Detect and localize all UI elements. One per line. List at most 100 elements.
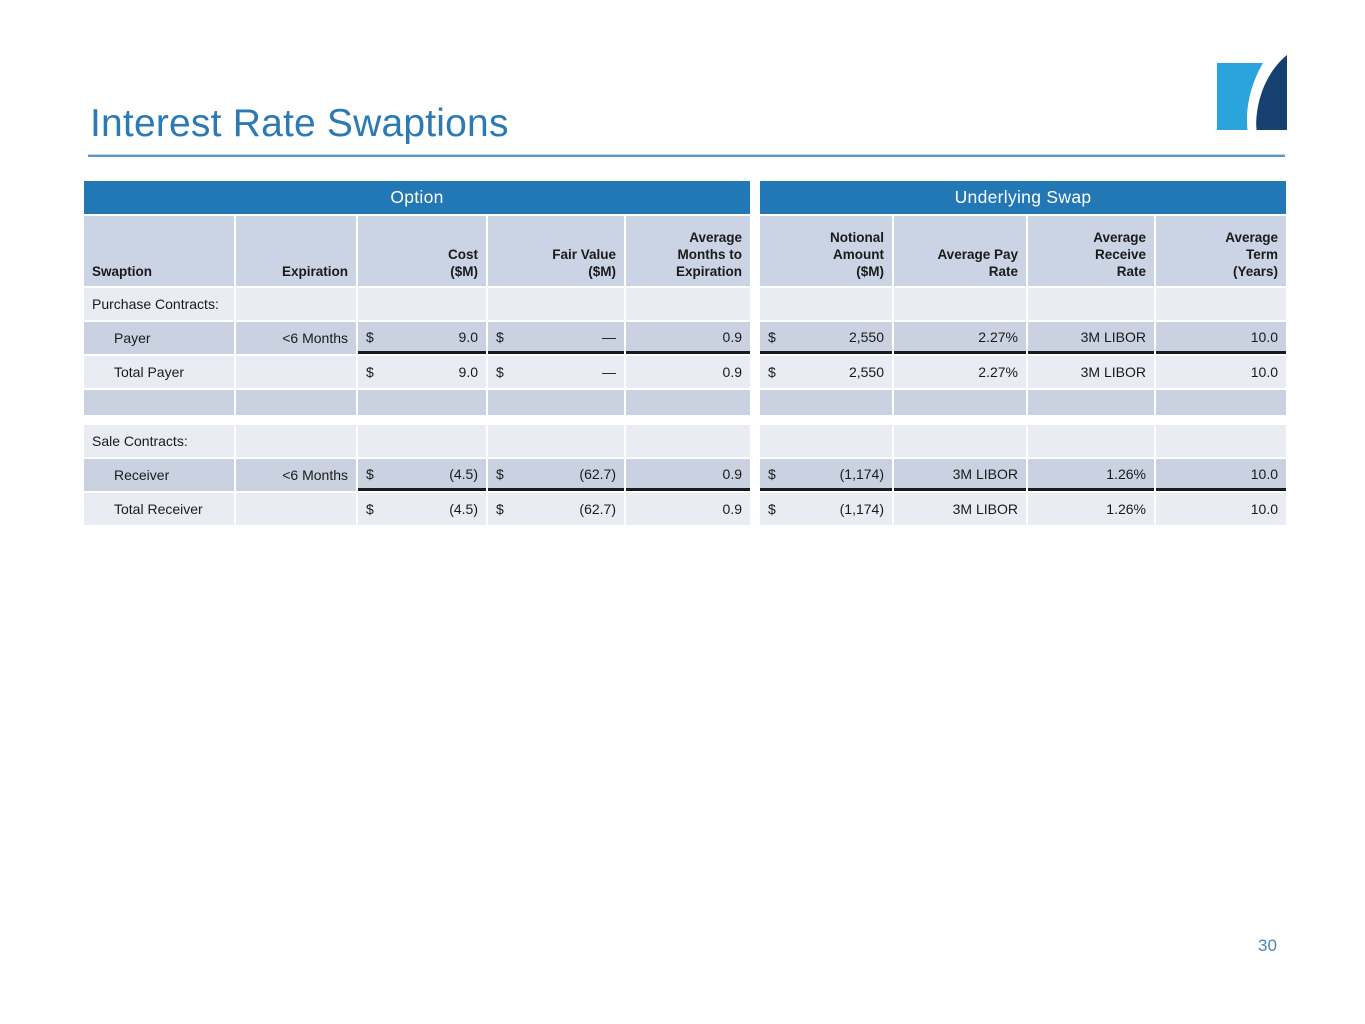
table-cell: <6 Months <box>236 459 356 491</box>
cell-value: — <box>602 364 616 380</box>
dollar-sign: $ <box>496 364 504 380</box>
table-cell: <6 Months <box>236 322 356 354</box>
table-cell <box>894 425 1026 457</box>
table-row: Sale Contracts: <box>84 425 1286 457</box>
dollar-sign: $ <box>366 501 374 517</box>
table-cell: $2,550 <box>760 322 892 354</box>
cell-value: — <box>602 328 616 345</box>
table-cell: Receiver <box>84 459 234 491</box>
table-cell: 3M LIBOR <box>894 493 1026 525</box>
column-header-notional-amount: Notional Amount ($M) <box>760 216 892 286</box>
table-cell <box>894 390 1026 415</box>
column-header-average-term: Average Term (Years) <box>1156 216 1286 286</box>
table-cell: $2,550 <box>760 356 892 388</box>
table-cell <box>236 288 356 320</box>
table-cell: 10.0 <box>1156 322 1286 354</box>
table-cell: Purchase Contracts: <box>84 288 234 320</box>
company-logo <box>1216 55 1288 131</box>
cell-value: (1,174) <box>839 465 884 482</box>
table-row: Total Receiver $ (4.5) $ (62.7) 0.9 $ (1,174) 3M… <box>84 493 1286 525</box>
table-cell <box>488 390 624 415</box>
table-cell <box>1156 425 1286 457</box>
table-cell <box>488 288 624 320</box>
cell-value: (1,174) <box>839 501 884 517</box>
table-body: Purchase Contracts: Payer <6 Months $9.0 $ —0… <box>84 288 1286 525</box>
table-cell <box>488 425 624 457</box>
page-title: Interest Rate Swaptions <box>90 102 509 146</box>
cell-value: (4.5) <box>449 465 478 482</box>
table-cell <box>1028 288 1154 320</box>
table-cell: 10.0 <box>1156 493 1286 525</box>
table-cell <box>1028 425 1154 457</box>
table-cell: $ — <box>488 322 624 354</box>
table-cell <box>358 288 486 320</box>
dollar-sign: $ <box>496 465 504 482</box>
cell-value: 2,550 <box>848 364 884 380</box>
table-cell <box>358 390 486 415</box>
table-cell: 2.27% <box>894 356 1026 388</box>
table-cell <box>84 390 234 415</box>
column-header-average-pay-rate: Average Pay Rate <box>894 216 1026 286</box>
dollar-sign: $ <box>496 328 504 345</box>
table-cell: $ (4.5) <box>358 459 486 491</box>
table-cell <box>760 390 892 415</box>
title-divider <box>88 154 1285 157</box>
page-number: 30 <box>1258 936 1277 955</box>
table-cell <box>236 493 356 525</box>
column-header-average-months: Average Months to Expiration <box>626 216 750 286</box>
table-cell <box>1156 288 1286 320</box>
swaptions-table: Option Underlying Swap Swaption Expirati… <box>84 181 1286 527</box>
column-header-swaption: Swaption <box>84 216 234 286</box>
table-cell: 3M LIBOR <box>894 459 1026 491</box>
table-cell: Total Receiver <box>84 493 234 525</box>
table-cell: Sale Contracts: <box>84 425 234 457</box>
table-row: Purchase Contracts: <box>84 288 1286 320</box>
dollar-sign: $ <box>496 501 504 517</box>
table-cell: 1.26% <box>1028 493 1154 525</box>
table-cell <box>1028 390 1154 415</box>
column-header-cost: Cost ($M) <box>358 216 486 286</box>
table-cell: $ (4.5) <box>358 493 486 525</box>
table-cell: $9.0 <box>358 356 486 388</box>
table-cell: Payer <box>84 322 234 354</box>
dollar-sign: $ <box>366 328 374 345</box>
table-cell <box>358 425 486 457</box>
table-cell: 3M LIBOR <box>1028 322 1154 354</box>
cell-value: (62.7) <box>579 465 616 482</box>
table-row: Total Payer $9.0 $ —0.9 $2,550 2.27% 3M LIBOR 1… <box>84 356 1286 388</box>
dollar-sign: $ <box>366 465 374 482</box>
table-cell: 10.0 <box>1156 356 1286 388</box>
table-cell: $ (62.7) <box>488 493 624 525</box>
table-row <box>84 390 1286 415</box>
column-header-average-receive-rate: Average Receive Rate <box>1028 216 1154 286</box>
table-cell <box>626 425 750 457</box>
table-cell: 10.0 <box>1156 459 1286 491</box>
table-cell: 2.27% <box>894 322 1026 354</box>
cell-value: 9.0 <box>458 364 478 380</box>
dollar-sign: $ <box>366 364 374 380</box>
table-cell: 0.9 <box>626 459 750 491</box>
table-column-header-row: Swaption Expiration Cost ($M) Fair Value… <box>84 216 1286 286</box>
table-cell <box>236 390 356 415</box>
table-cell <box>760 288 892 320</box>
cell-value: 2,550 <box>848 328 884 345</box>
table-cell: 0.9 <box>626 322 750 354</box>
dollar-sign: $ <box>768 465 776 482</box>
table-cell: 0.9 <box>626 493 750 525</box>
table-cell: $9.0 <box>358 322 486 354</box>
table-cell: 0.9 <box>626 356 750 388</box>
table-cell: $ (62.7) <box>488 459 624 491</box>
table-cell <box>236 356 356 388</box>
table-cell: 1.26% <box>1028 459 1154 491</box>
cell-value: 9.0 <box>458 328 478 345</box>
column-header-expiration: Expiration <box>236 216 356 286</box>
logo-swoosh-icon <box>1217 55 1287 130</box>
cell-value: (62.7) <box>579 501 616 517</box>
table-group-header-row: Option Underlying Swap <box>84 181 1286 214</box>
table-cell <box>626 390 750 415</box>
table-cell: $ — <box>488 356 624 388</box>
cell-value: (4.5) <box>449 501 478 517</box>
table-cell <box>894 288 1026 320</box>
table-cell <box>236 425 356 457</box>
dollar-sign: $ <box>768 364 776 380</box>
